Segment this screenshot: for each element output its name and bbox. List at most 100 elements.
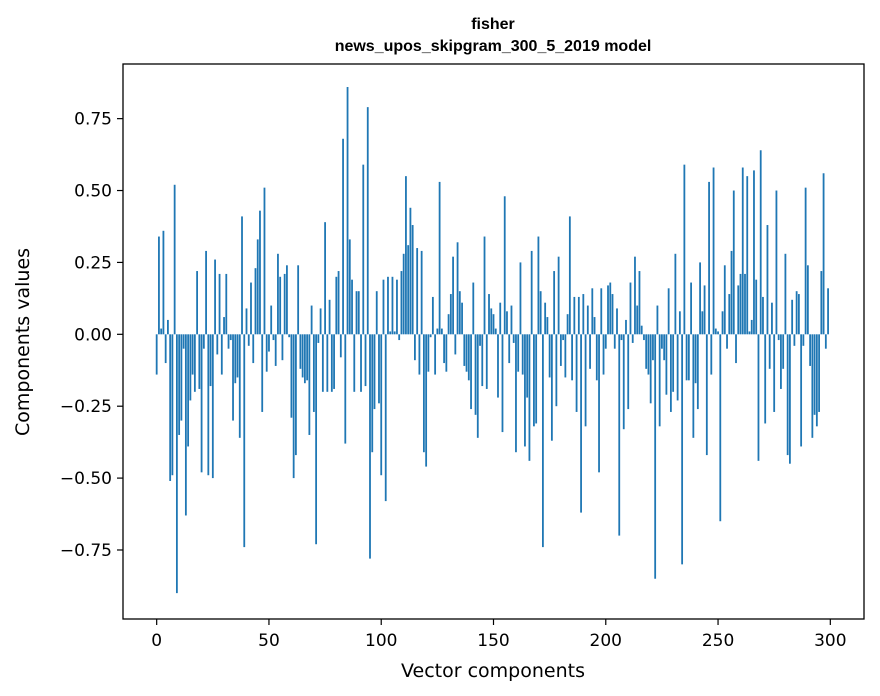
bar-198 — [600, 288, 603, 335]
bar-12 — [182, 334, 185, 349]
bar-73 — [319, 308, 322, 335]
bar-139 — [467, 334, 470, 381]
bar-171 — [539, 291, 542, 335]
bar-239 — [692, 334, 695, 438]
x-axis-label: Vector components — [401, 660, 585, 682]
bar-59 — [288, 334, 291, 338]
bar-19 — [198, 334, 201, 389]
bar-274 — [771, 302, 773, 335]
bar-135 — [458, 291, 461, 335]
bar-185 — [571, 334, 573, 381]
bar-69 — [310, 305, 313, 335]
bar-269 — [759, 150, 762, 335]
bar-101 — [382, 279, 385, 335]
bar-122 — [429, 334, 432, 338]
bar-121 — [427, 334, 430, 372]
bar-144 — [479, 334, 481, 346]
bar-129 — [445, 334, 448, 372]
bar-91 — [360, 334, 362, 392]
bar-82 — [339, 334, 342, 358]
bar-246 — [708, 181, 710, 335]
y-tick-label: 0.75 — [74, 110, 112, 130]
bar-273 — [768, 334, 771, 369]
chart-title-line1: fisher — [471, 16, 515, 33]
bar-56 — [281, 334, 284, 361]
bar-248 — [712, 167, 715, 335]
bar-115 — [414, 334, 416, 361]
bar-290 — [806, 265, 809, 335]
bar-256 — [730, 250, 733, 335]
bar-194 — [591, 288, 594, 335]
bar-70 — [312, 334, 315, 412]
bar-18 — [196, 271, 198, 335]
bar-146 — [483, 236, 486, 335]
bar-118 — [420, 250, 423, 335]
bar-74 — [321, 334, 324, 392]
bar-98 — [375, 291, 378, 335]
bar-110 — [402, 253, 405, 335]
bar-167 — [530, 250, 533, 335]
x-tick-label: 250 — [702, 631, 734, 651]
bar-90 — [357, 291, 360, 335]
bar-178 — [555, 334, 558, 407]
bar-136 — [461, 302, 463, 335]
bar-113 — [409, 207, 412, 335]
bar-62 — [295, 334, 297, 456]
y-axis-label: Components values — [12, 248, 34, 436]
bar-191 — [584, 334, 587, 427]
bar-107 — [396, 279, 398, 335]
bar-13 — [184, 334, 187, 516]
bar-41 — [247, 334, 250, 346]
bar-292 — [811, 334, 814, 438]
bar-234 — [681, 334, 684, 565]
bar-37 — [238, 334, 241, 438]
bar-243 — [701, 311, 704, 335]
bar-64 — [299, 334, 302, 369]
bar-60 — [290, 334, 293, 418]
bar-134 — [456, 242, 459, 335]
bar-97 — [373, 334, 376, 410]
bar-192 — [586, 305, 589, 335]
bar-215 — [638, 271, 641, 335]
bar-series — [155, 87, 829, 594]
bar-33 — [229, 334, 232, 341]
bar-151 — [494, 328, 497, 335]
bar-138 — [465, 334, 468, 372]
bar-54 — [277, 253, 279, 335]
bar-9 — [175, 334, 178, 594]
bar-11 — [180, 334, 183, 421]
bar-106 — [393, 331, 396, 335]
bar-155 — [503, 196, 506, 335]
bar-103 — [387, 276, 389, 335]
bar-3 — [162, 230, 165, 335]
bar-157 — [508, 334, 511, 364]
bar-130 — [447, 314, 450, 335]
bar-4 — [164, 334, 167, 364]
bar-162 — [519, 262, 522, 335]
bar-112 — [407, 245, 410, 335]
bar-148 — [488, 294, 490, 335]
bar-296 — [820, 271, 823, 335]
bar-28 — [218, 273, 221, 335]
bar-10 — [178, 334, 181, 435]
bar-161 — [517, 334, 520, 372]
bar-270 — [762, 296, 764, 335]
bar-109 — [400, 271, 403, 335]
bar-224 — [658, 334, 661, 427]
bar-65 — [301, 334, 304, 378]
bar-299 — [827, 288, 829, 335]
bar-68 — [308, 334, 311, 435]
bar-96 — [371, 334, 374, 453]
bar-44 — [254, 268, 257, 335]
bar-86 — [348, 239, 351, 335]
bar-23 — [207, 334, 210, 476]
x-tick-label: 200 — [590, 631, 622, 651]
bar-281 — [786, 334, 789, 456]
bar-79 — [333, 334, 335, 389]
bar-119 — [422, 334, 425, 453]
bar-245 — [705, 334, 708, 456]
bar-154 — [501, 334, 504, 433]
bar-190 — [582, 294, 585, 335]
bar-201 — [607, 285, 609, 335]
